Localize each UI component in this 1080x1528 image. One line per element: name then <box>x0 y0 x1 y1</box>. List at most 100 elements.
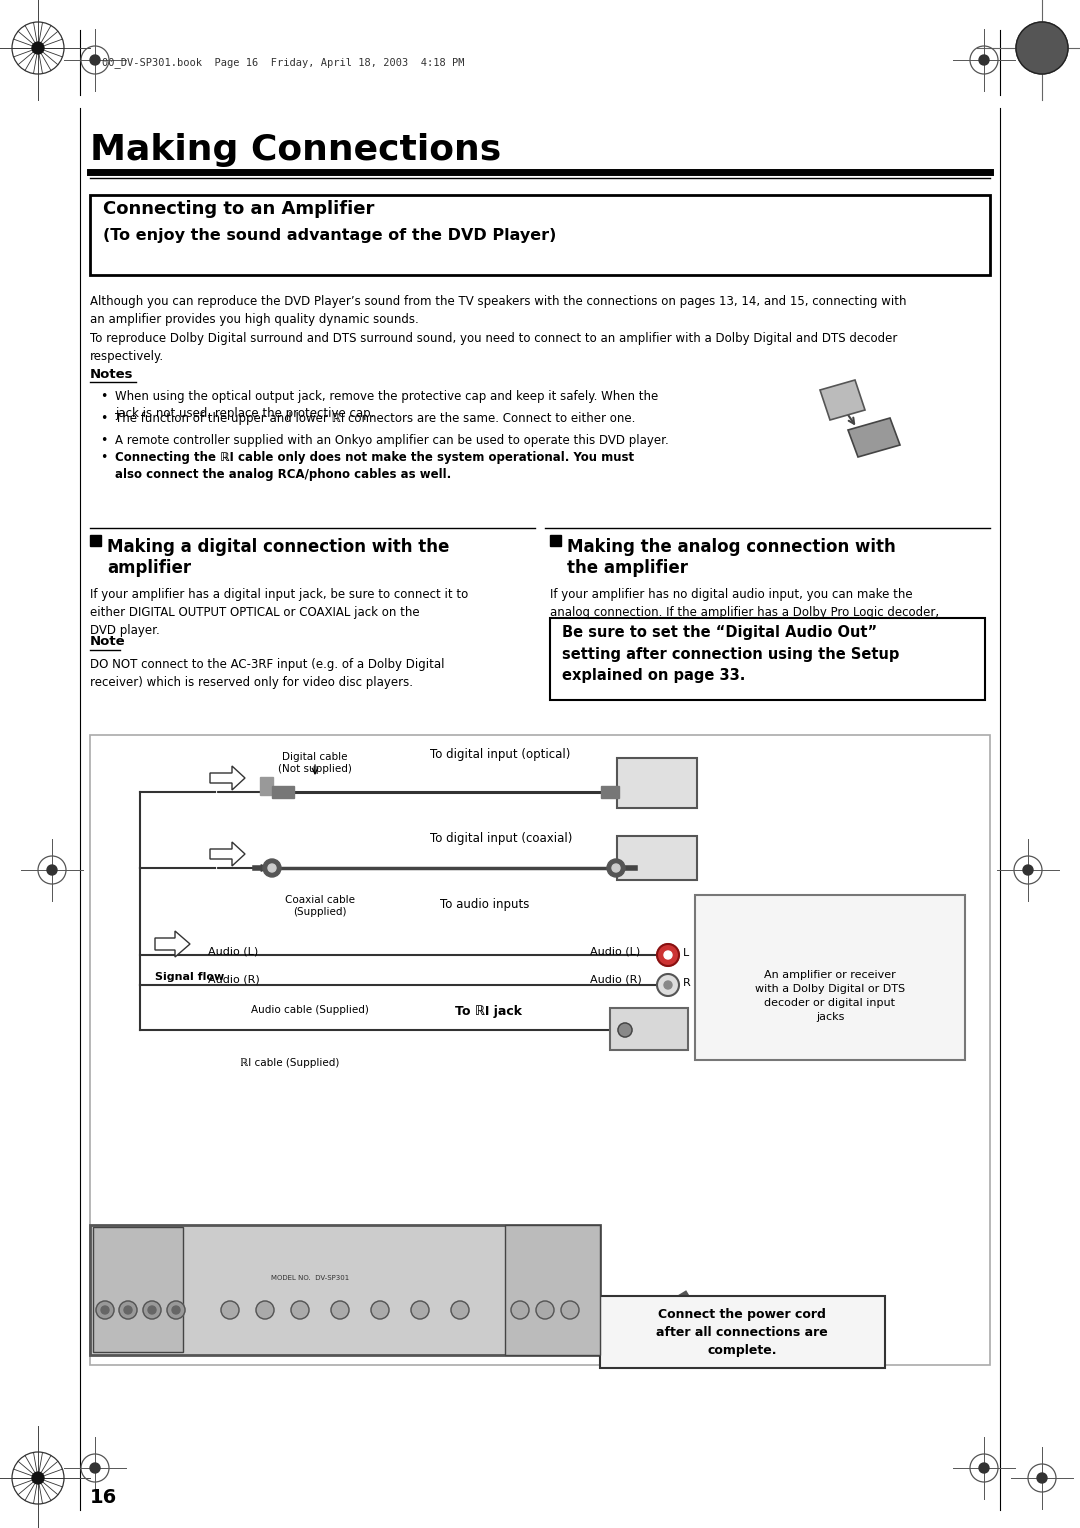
Text: A remote controller supplied with an Onkyo amplifier can be used to operate this: A remote controller supplied with an Onk… <box>114 434 669 448</box>
Bar <box>90 196 990 275</box>
Text: 16: 16 <box>90 1488 118 1507</box>
Circle shape <box>612 863 620 872</box>
Text: (To enjoy the sound advantage of the DVD Player): (To enjoy the sound advantage of the DVD… <box>103 228 556 243</box>
Bar <box>90 735 990 1365</box>
Text: Digital cable
(Not supplied): Digital cable (Not supplied) <box>278 752 352 773</box>
Text: DIGITAL
OPTICAL: DIGITAL OPTICAL <box>638 778 675 798</box>
Bar <box>617 758 697 808</box>
Circle shape <box>96 1300 114 1319</box>
Text: The function of the upper and lower ℝI connectors are the same. Connect to eithe: The function of the upper and lower ℝI c… <box>114 413 635 425</box>
Text: AUDIO OUT
DIGITAL: AUDIO OUT DIGITAL <box>96 1245 135 1259</box>
Text: •: • <box>100 390 107 403</box>
Text: Audio (L): Audio (L) <box>208 946 258 957</box>
Text: Be sure to set the “Digital Audio Out”
setting after connection using the Setup
: Be sure to set the “Digital Audio Out” s… <box>562 625 900 683</box>
Circle shape <box>90 55 100 66</box>
Text: To ℝI jack: To ℝI jack <box>455 1005 522 1018</box>
Polygon shape <box>210 842 245 866</box>
Text: An amplifier or receiver
with a Dolby Digital or DTS
decoder or digital input
ja: An amplifier or receiver with a Dolby Di… <box>755 970 905 1022</box>
Text: REMOTE
CONTROL: REMOTE CONTROL <box>632 1015 673 1034</box>
Circle shape <box>411 1300 429 1319</box>
Text: If your amplifier has no digital audio input, you can make the
analog connection: If your amplifier has no digital audio i… <box>550 588 940 637</box>
Circle shape <box>536 1300 554 1319</box>
Text: Audio (R): Audio (R) <box>590 975 642 986</box>
Bar <box>90 535 102 545</box>
Circle shape <box>657 973 679 996</box>
Text: Making the analog connection with
the amplifier: Making the analog connection with the am… <box>567 538 895 576</box>
Circle shape <box>561 1300 579 1319</box>
Text: Note: Note <box>90 636 125 648</box>
Text: Notes: Notes <box>90 368 134 380</box>
Text: Signal flow: Signal flow <box>156 972 225 983</box>
Circle shape <box>451 1300 469 1319</box>
Circle shape <box>978 1462 989 1473</box>
Circle shape <box>167 1300 185 1319</box>
Bar <box>600 1296 885 1368</box>
Polygon shape <box>848 419 900 457</box>
Text: To digital input (coaxial): To digital input (coaxial) <box>430 833 572 845</box>
Circle shape <box>618 1024 632 1038</box>
Bar <box>550 535 561 545</box>
Text: Making a digital connection with the
amplifier: Making a digital connection with the amp… <box>107 538 449 576</box>
Bar <box>696 895 966 1060</box>
Circle shape <box>143 1300 161 1319</box>
Polygon shape <box>820 380 865 420</box>
Circle shape <box>372 1300 389 1319</box>
Circle shape <box>268 863 276 872</box>
Text: Connect the power cord
after all connections are
complete.: Connect the power cord after all connect… <box>657 1308 828 1357</box>
Text: Although you can reproduce the DVD Player’s sound from the TV speakers with the : Although you can reproduce the DVD Playe… <box>90 295 906 325</box>
Text: Audio cable (Supplied): Audio cable (Supplied) <box>251 1005 369 1015</box>
Circle shape <box>124 1306 132 1314</box>
Circle shape <box>978 55 989 66</box>
Circle shape <box>256 1300 274 1319</box>
Bar <box>550 617 985 700</box>
Circle shape <box>1023 865 1032 876</box>
Text: 00_DV-SP301.book  Page 16  Friday, April 18, 2003  4:18 PM: 00_DV-SP301.book Page 16 Friday, April 1… <box>102 58 464 69</box>
Circle shape <box>607 859 625 877</box>
Circle shape <box>664 950 672 960</box>
Bar <box>617 836 697 880</box>
Text: Audio (L): Audio (L) <box>590 946 640 957</box>
Bar <box>272 785 294 798</box>
Text: R: R <box>683 978 691 989</box>
Circle shape <box>1037 1473 1047 1484</box>
Circle shape <box>48 865 57 876</box>
Circle shape <box>221 1300 239 1319</box>
Circle shape <box>172 1306 180 1314</box>
Bar <box>90 1225 600 1355</box>
Text: •: • <box>100 413 107 425</box>
Circle shape <box>511 1300 529 1319</box>
Text: DIGITAL
COAXIAL: DIGITAL COAXIAL <box>638 853 676 871</box>
Circle shape <box>32 41 44 53</box>
Circle shape <box>664 981 672 989</box>
Bar <box>505 1225 600 1355</box>
Text: •: • <box>100 451 107 465</box>
Circle shape <box>291 1300 309 1319</box>
Polygon shape <box>210 766 245 790</box>
Text: L: L <box>683 947 689 958</box>
Text: To digital input (optical): To digital input (optical) <box>430 749 570 761</box>
Text: If your amplifier has a digital input jack, be sure to connect it to
either DIGI: If your amplifier has a digital input ja… <box>90 588 469 637</box>
Text: Connecting to an Amplifier: Connecting to an Amplifier <box>103 200 375 219</box>
Bar <box>260 778 273 795</box>
Text: To audio inputs: To audio inputs <box>440 898 529 911</box>
Text: •: • <box>100 434 107 448</box>
Text: Coaxial cable
(Supplied): Coaxial cable (Supplied) <box>285 895 355 917</box>
Circle shape <box>657 944 679 966</box>
Bar <box>600 785 619 798</box>
Bar <box>610 1008 688 1050</box>
Text: Audio (R): Audio (R) <box>208 975 260 986</box>
Circle shape <box>32 1471 44 1484</box>
Text: ℝI cable (Supplied): ℝI cable (Supplied) <box>241 1057 340 1068</box>
Circle shape <box>330 1300 349 1319</box>
Text: OPTICAL  COAXIAL: OPTICAL COAXIAL <box>96 1265 153 1270</box>
Circle shape <box>102 1306 109 1314</box>
Text: To reproduce Dolby Digital surround and DTS surround sound, you need to connect : To reproduce Dolby Digital surround and … <box>90 332 897 364</box>
Circle shape <box>148 1306 156 1314</box>
Bar <box>93 1227 183 1352</box>
Circle shape <box>90 1462 100 1473</box>
Text: Making Connections: Making Connections <box>90 133 501 167</box>
Circle shape <box>264 859 281 877</box>
Circle shape <box>119 1300 137 1319</box>
Text: MODEL NO.  DV-SP301: MODEL NO. DV-SP301 <box>271 1274 349 1280</box>
Polygon shape <box>156 931 190 957</box>
